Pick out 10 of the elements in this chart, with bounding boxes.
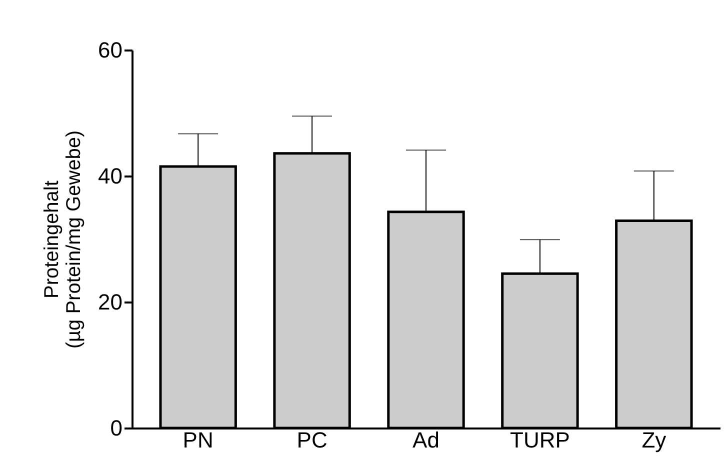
y-tick-label: 0 (110, 416, 122, 440)
x-tick-label: PC (296, 428, 328, 452)
x-tick-label: Ad (412, 428, 440, 452)
x-tick-label: PN (182, 428, 214, 452)
x-tick-label: TURP (510, 428, 570, 452)
x-tick-label: Zy (642, 428, 666, 452)
y-tick-label: 20 (98, 290, 122, 314)
y-tick-label: 60 (98, 38, 122, 62)
y-tick-label: 40 (98, 164, 122, 188)
y-axis-title: Proteingehalt (µg Protein/mg Gewebe) (41, 130, 86, 349)
